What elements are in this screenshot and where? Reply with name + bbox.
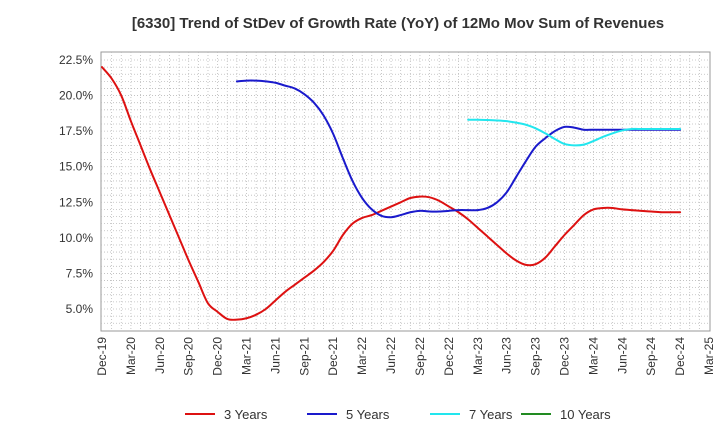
y-axis-tick-labels: 5.0% 7.5% 10.0% 12.5% 15.0% 17.5% 20.0% 22.5%	[59, 53, 93, 316]
x-tick-label: Dec-21	[326, 337, 340, 376]
series-line-7-years	[467, 118, 682, 147]
legend-label: 10 Years	[560, 407, 611, 422]
horizontal-gridlines	[101, 59, 710, 324]
series-line-3-years	[101, 66, 682, 321]
x-tick-label: Dec-23	[557, 337, 571, 376]
legend-label: 3 Years	[224, 407, 268, 422]
x-tick-label: Mar-21	[240, 337, 254, 375]
y-tick-label: 10.0%	[59, 231, 93, 245]
plot-area	[100, 51, 711, 332]
chart-title: [6330] Trend of StDev of Growth Rate (Yo…	[132, 15, 664, 32]
x-tick-label: Mar-22	[355, 337, 369, 375]
y-tick-label: 15.0%	[59, 160, 93, 174]
x-tick-label: Dec-22	[442, 337, 456, 376]
x-tick-label: Mar-23	[471, 337, 485, 375]
x-tick-label: Dec-24	[673, 337, 687, 376]
x-tick-label: Mar-20	[124, 337, 138, 375]
x-tick-label: Dec-19	[95, 337, 109, 376]
x-tick-label: Jun-20	[153, 337, 167, 374]
series-lines	[101, 66, 682, 321]
y-tick-label: 17.5%	[59, 124, 93, 138]
x-tick-label: Mar-25	[702, 337, 716, 375]
legend-label: 5 Years	[346, 407, 390, 422]
y-tick-label: 20.0%	[59, 89, 93, 103]
x-tick-label: Jun-22	[384, 337, 398, 374]
x-tick-label: Sep-22	[413, 337, 427, 376]
series-line-5-years	[235, 79, 682, 219]
x-tick-label: Mar-24	[586, 337, 600, 375]
y-tick-label: 22.5%	[59, 53, 93, 67]
x-tick-label: Sep-23	[529, 337, 543, 376]
x-tick-label: Jun-24	[615, 337, 629, 374]
x-tick-label: Jun-23	[500, 337, 514, 374]
x-tick-label: Jun-21	[268, 337, 282, 374]
x-tick-label: Dec-20	[211, 337, 225, 376]
y-tick-label: 5.0%	[66, 302, 94, 316]
y-tick-label: 7.5%	[66, 266, 94, 280]
legend: 3 Years 5 Years 7 Years 10 Years	[185, 407, 611, 422]
y-tick-label: 12.5%	[59, 195, 93, 209]
x-axis-tick-labels: Dec-19 Mar-20 Jun-20 Sep-20 Dec-20 Mar-21 Jun-…	[95, 337, 716, 376]
x-tick-label: Sep-21	[297, 337, 311, 376]
x-tick-label: Sep-24	[644, 337, 658, 376]
legend-label: 7 Years	[469, 407, 513, 422]
x-tick-label: Sep-20	[182, 337, 196, 376]
